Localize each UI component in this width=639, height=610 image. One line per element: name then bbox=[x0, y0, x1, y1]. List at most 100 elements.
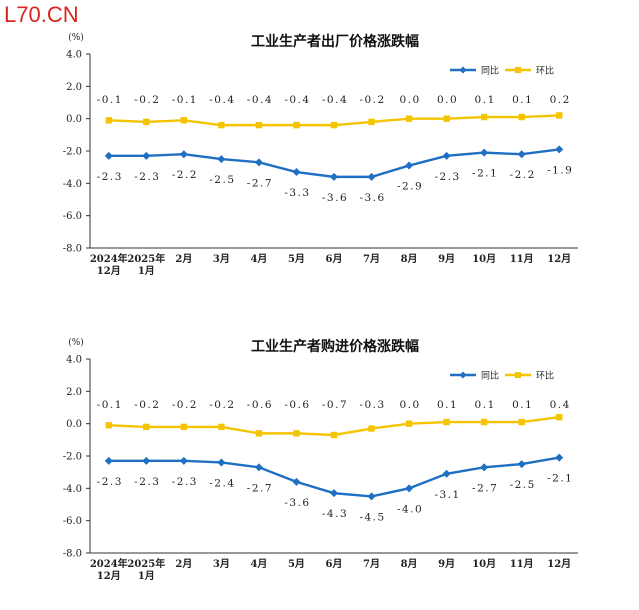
x-tick-label: 5月 bbox=[288, 253, 305, 265]
data-label: -2.3 bbox=[172, 476, 198, 488]
x-tick-label-line: 2月 bbox=[175, 558, 192, 570]
x-tick-label-line: 6月 bbox=[326, 558, 343, 570]
data-point bbox=[254, 463, 263, 472]
data-label: -0.6 bbox=[247, 399, 273, 411]
data-point bbox=[254, 158, 263, 167]
data-point bbox=[517, 150, 526, 159]
data-point bbox=[105, 422, 112, 429]
data-label: -2.3 bbox=[434, 171, 460, 183]
x-tick-label-line: 2月 bbox=[175, 253, 192, 265]
data-point bbox=[255, 430, 263, 437]
data-label: -2.3 bbox=[134, 171, 160, 183]
data-point bbox=[442, 151, 451, 160]
data-point bbox=[556, 112, 563, 119]
data-label: 0.1 bbox=[475, 399, 496, 411]
data-label: -0.4 bbox=[284, 94, 310, 106]
data-label: -0.1 bbox=[97, 94, 123, 106]
x-tick-label: 8月 bbox=[401, 558, 418, 570]
x-tick-label: 2月 bbox=[175, 253, 192, 265]
y-tick-label: 0.0 bbox=[66, 114, 82, 125]
data-label: -2.7 bbox=[247, 482, 273, 494]
x-tick-label: 7月 bbox=[363, 558, 380, 570]
x-tick-label: 5月 bbox=[288, 558, 305, 570]
data-point bbox=[218, 121, 225, 129]
data-point bbox=[217, 458, 226, 467]
chart-purchase-price: 工业生产者购进价格涨跌幅 (%) 4.0 2.0 0.0 -2.0 -4.0 -6.0 -8.0… bbox=[63, 337, 578, 582]
legend-label: 环比 bbox=[536, 65, 554, 77]
data-label: -1.9 bbox=[547, 164, 573, 176]
y-tick-label: -4.0 bbox=[63, 179, 82, 190]
x-tick-label: 10月 bbox=[472, 558, 496, 570]
data-point bbox=[330, 431, 338, 439]
x-tick-label-line: 2025年 bbox=[127, 252, 165, 265]
x-tick-label-line: 4月 bbox=[250, 253, 267, 265]
x-tick-label: 11月 bbox=[510, 558, 534, 570]
y-tick-label: -2.0 bbox=[63, 147, 82, 158]
legend-marker bbox=[459, 371, 467, 379]
data-label: 0.0 bbox=[399, 399, 420, 411]
x-tick-label-line: 10月 bbox=[472, 253, 496, 265]
data-point bbox=[143, 118, 150, 126]
data-point bbox=[367, 172, 376, 181]
y-tick-label: -4.0 bbox=[63, 484, 82, 495]
data-label: 0.1 bbox=[475, 94, 496, 106]
x-tick-label: 10月 bbox=[472, 253, 496, 265]
data-label: -0.2 bbox=[134, 399, 160, 411]
data-label: -4.3 bbox=[322, 508, 348, 520]
data-point bbox=[330, 121, 338, 129]
data-label: -3.6 bbox=[359, 192, 385, 204]
y-tick-label: -8.0 bbox=[63, 244, 82, 255]
data-label: -0.2 bbox=[134, 94, 160, 106]
x-tick-label-line: 12月 bbox=[97, 265, 121, 277]
data-point bbox=[405, 484, 414, 493]
data-label: -2.1 bbox=[472, 168, 498, 180]
x-tick-label: 3月 bbox=[213, 558, 230, 570]
data-label: -0.4 bbox=[209, 94, 235, 106]
data-label: -3.1 bbox=[434, 489, 460, 501]
data-label: -2.7 bbox=[472, 482, 498, 494]
data-label: -0.1 bbox=[97, 399, 123, 411]
data-label: -2.7 bbox=[247, 177, 273, 189]
y-tick-label: -8.0 bbox=[63, 549, 82, 560]
data-label: 0.0 bbox=[399, 94, 420, 106]
x-tick-label: 12月 bbox=[547, 558, 571, 570]
data-point bbox=[367, 492, 376, 501]
data-point bbox=[104, 456, 113, 465]
data-label: -3.6 bbox=[322, 192, 348, 204]
x-tick-label: 6月 bbox=[326, 558, 343, 570]
data-point bbox=[555, 453, 564, 462]
data-label: -2.4 bbox=[209, 477, 235, 489]
legend-marker bbox=[515, 372, 521, 378]
x-tick-label-line: 7月 bbox=[363, 558, 380, 570]
site-logo: L70.CN bbox=[4, 2, 79, 27]
x-tick-label-line: 9月 bbox=[438, 558, 455, 570]
data-point bbox=[480, 148, 489, 157]
x-tick-label: 4月 bbox=[250, 558, 267, 570]
y-unit-label: (%) bbox=[68, 32, 84, 43]
x-tick-label-line: 10月 bbox=[472, 558, 496, 570]
data-point bbox=[405, 161, 414, 170]
x-tick-label: 2024年 12月 bbox=[90, 557, 128, 582]
data-label: -0.6 bbox=[284, 399, 310, 411]
data-point bbox=[443, 418, 450, 426]
y-tick-label: 2.0 bbox=[66, 387, 82, 398]
x-tick-label-line: 2024年 bbox=[90, 252, 128, 265]
x-tick-label-line: 3月 bbox=[213, 558, 230, 570]
data-label: -2.2 bbox=[510, 169, 536, 181]
y-tick-label: -2.0 bbox=[63, 452, 82, 463]
chart-title: 工业生产者购进价格涨跌幅 bbox=[251, 338, 419, 355]
data-label: -2.1 bbox=[547, 473, 573, 485]
x-tick-label-line: 8月 bbox=[401, 558, 418, 570]
x-tick-label: 2025年 1月 bbox=[127, 252, 165, 277]
data-label: -0.4 bbox=[247, 94, 273, 106]
x-tick-label-line: 2025年 bbox=[127, 557, 165, 570]
x-tick-label: 2024年 12月 bbox=[90, 252, 128, 277]
data-point bbox=[105, 117, 112, 124]
x-tick-label: 6月 bbox=[326, 253, 343, 265]
data-point bbox=[217, 155, 226, 164]
y-tick-label: -6.0 bbox=[63, 211, 82, 222]
data-label: -4.5 bbox=[359, 511, 385, 523]
data-label: -2.3 bbox=[97, 476, 123, 488]
x-tick-label: 9月 bbox=[438, 558, 455, 570]
data-point bbox=[556, 414, 563, 421]
